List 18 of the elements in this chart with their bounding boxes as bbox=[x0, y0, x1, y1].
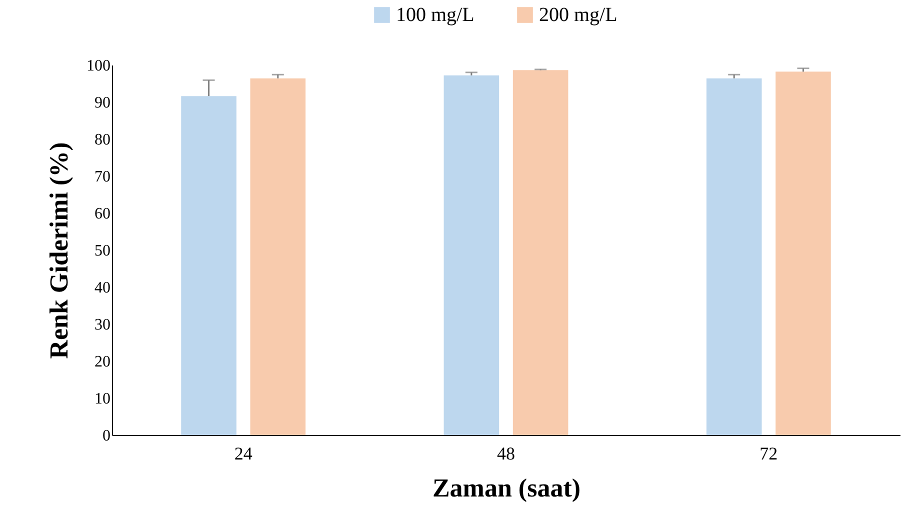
y-tick-label: 10 bbox=[94, 390, 110, 408]
legend-label: 100 mg/L bbox=[396, 4, 474, 26]
x-axis-title: Zaman (saat) bbox=[432, 474, 581, 502]
y-tick-label: 90 bbox=[94, 94, 110, 112]
y-tick-label: 40 bbox=[94, 280, 110, 296]
y-tick-label: 0 bbox=[102, 428, 110, 444]
y-tick-label: 80 bbox=[94, 132, 110, 148]
y-tick-label: 20 bbox=[94, 354, 110, 370]
y-tick-label: 50 bbox=[94, 242, 110, 260]
legend-label: 200 mg/L bbox=[539, 4, 618, 26]
y-tick-label: 100 bbox=[86, 58, 110, 74]
y-tick-label: 60 bbox=[94, 206, 110, 222]
y-tick-label: 70 bbox=[94, 168, 110, 186]
x-tick-label: 24 bbox=[234, 444, 252, 464]
y-axis-title: Renk Giderimi (%) bbox=[44, 142, 74, 359]
y-tick-label: 30 bbox=[94, 316, 110, 334]
x-tick-label: 48 bbox=[497, 444, 515, 464]
x-tick-label: 72 bbox=[760, 444, 778, 464]
